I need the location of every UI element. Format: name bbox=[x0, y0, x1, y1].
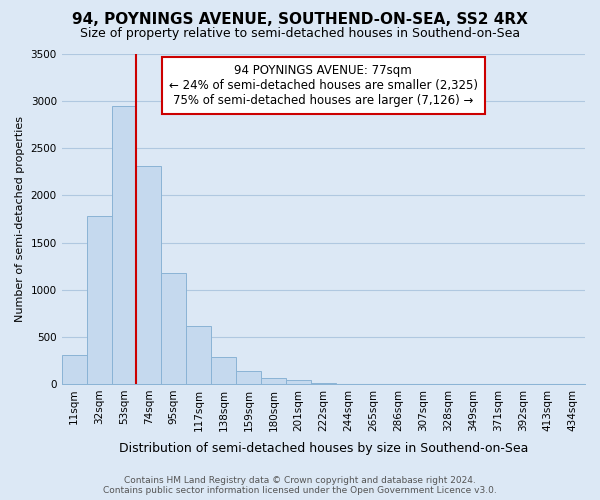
Text: Contains HM Land Registry data © Crown copyright and database right 2024.
Contai: Contains HM Land Registry data © Crown c… bbox=[103, 476, 497, 495]
X-axis label: Distribution of semi-detached houses by size in Southend-on-Sea: Distribution of semi-detached houses by … bbox=[119, 442, 528, 455]
Y-axis label: Number of semi-detached properties: Number of semi-detached properties bbox=[15, 116, 25, 322]
Bar bbox=[86, 216, 112, 384]
Bar bbox=[136, 166, 161, 384]
Bar bbox=[236, 370, 261, 384]
Bar bbox=[211, 356, 236, 384]
Bar bbox=[186, 326, 211, 384]
Text: 94 POYNINGS AVENUE: 77sqm
← 24% of semi-detached houses are smaller (2,325)
75% : 94 POYNINGS AVENUE: 77sqm ← 24% of semi-… bbox=[169, 64, 478, 107]
Bar bbox=[161, 273, 186, 384]
Text: Size of property relative to semi-detached houses in Southend-on-Sea: Size of property relative to semi-detach… bbox=[80, 28, 520, 40]
Bar bbox=[112, 106, 136, 384]
Text: 94, POYNINGS AVENUE, SOUTHEND-ON-SEA, SS2 4RX: 94, POYNINGS AVENUE, SOUTHEND-ON-SEA, SS… bbox=[72, 12, 528, 28]
Bar bbox=[62, 354, 86, 384]
Bar bbox=[261, 378, 286, 384]
Bar bbox=[286, 380, 311, 384]
